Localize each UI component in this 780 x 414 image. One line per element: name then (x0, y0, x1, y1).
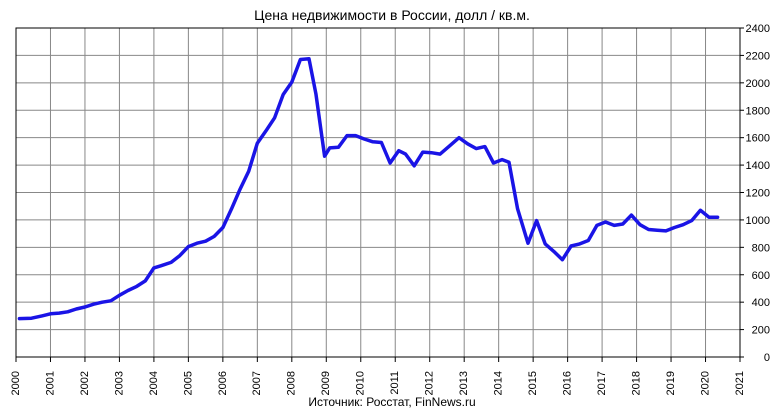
y-tick-label: 1600 (746, 133, 770, 145)
x-tick-label: 2009 (320, 371, 332, 395)
chart-title: Цена недвижимости в России, долл / кв.м. (254, 7, 530, 23)
x-tick-label: 2003 (113, 371, 125, 395)
x-tick-label: 2021 (734, 371, 746, 395)
y-axis: 0 200 400 600 800 1000 1200 1400 1600 1800 2000 220… (740, 23, 770, 364)
y-tick-label: 1000 (746, 215, 770, 227)
x-tick-label: 2015 (527, 371, 539, 395)
x-tick-label: 2010 (355, 371, 367, 395)
y-tick-label: 2400 (746, 23, 770, 35)
x-tick-label: 2007 (251, 371, 263, 395)
y-tick-label: 1800 (746, 105, 770, 117)
x-tick-label: 2004 (148, 371, 160, 395)
y-tick-label: 2200 (746, 50, 770, 62)
x-tick-label: 2002 (79, 371, 91, 395)
x-tick-label: 2006 (217, 371, 229, 395)
chart-grid (15, 27, 741, 358)
x-tick-label: 2019 (665, 371, 677, 395)
x-tick-label: 2020 (699, 371, 711, 395)
x-tick-label: 2017 (596, 371, 608, 395)
x-tick-label: 2012 (424, 371, 436, 395)
price-series-line (17, 57, 720, 321)
x-tick-label: 2014 (493, 371, 505, 395)
y-tick-label: 200 (752, 325, 770, 337)
y-tick-label: 1400 (746, 160, 770, 172)
y-tick-label: 1200 (746, 188, 770, 200)
y-tick-label: 600 (752, 270, 770, 282)
x-tick-label: 2000 (10, 371, 22, 395)
x-tick-label: 2008 (286, 371, 298, 395)
y-tick-label: 400 (752, 297, 770, 309)
x-tick-label: 2013 (458, 371, 470, 395)
y-tick-label: 0 (764, 352, 770, 364)
x-tick-label: 2011 (389, 371, 401, 395)
x-tick-label: 2001 (44, 371, 56, 395)
y-tick-label: 2000 (746, 78, 770, 90)
x-tick-label: 2016 (562, 371, 574, 395)
x-tick-label: 2018 (630, 371, 642, 395)
x-tick-label: 2005 (182, 371, 194, 395)
y-tick-label: 800 (752, 242, 770, 254)
chart-source: Источник: Росстат, FinNews.ru (308, 395, 475, 409)
x-axis: 2000 2001 2002 2003 2004 2005 2006 2007 2008 2009… (10, 357, 746, 395)
